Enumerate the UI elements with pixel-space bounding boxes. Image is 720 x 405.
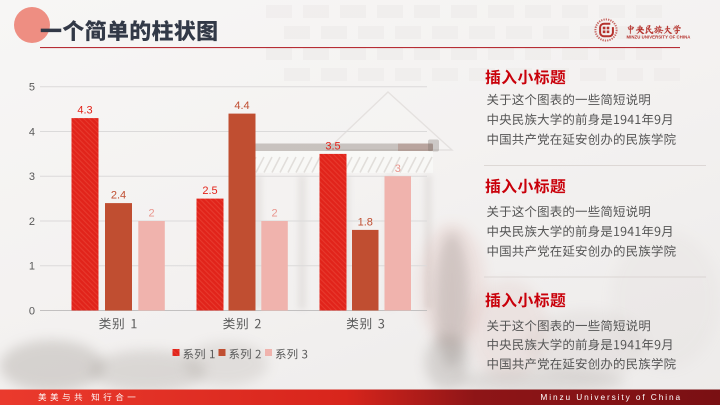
svg-text:2: 2 [271, 208, 277, 220]
svg-text:2.5: 2.5 [202, 185, 217, 197]
svg-text:2: 2 [148, 208, 154, 220]
svg-text:3: 3 [29, 171, 35, 183]
svg-text:4.4: 4.4 [234, 100, 249, 112]
svg-text:5: 5 [29, 82, 35, 94]
svg-text:2.4: 2.4 [111, 190, 126, 202]
svg-text:4.3: 4.3 [77, 105, 92, 117]
svg-text:3: 3 [395, 163, 401, 175]
svg-text:MINZU UNIVERSITY OF CHINA: MINZU UNIVERSITY OF CHINA [627, 35, 691, 40]
svg-text:0: 0 [29, 305, 35, 317]
svg-text:1.8: 1.8 [358, 216, 373, 228]
svg-text:Minzu University of China: Minzu University of China [540, 392, 682, 402]
svg-text:2: 2 [29, 216, 35, 228]
svg-text:4: 4 [29, 126, 35, 138]
svg-text:3.5: 3.5 [325, 140, 340, 152]
svg-text:1: 1 [29, 261, 35, 273]
